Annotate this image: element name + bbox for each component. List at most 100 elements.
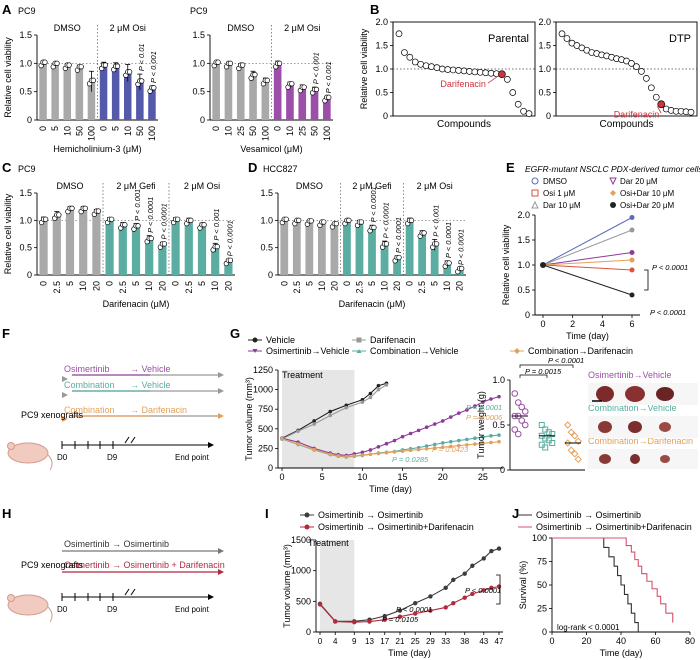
g-tumor-photos: Osimertinib→Vehicle Combination→Vehicle … (588, 370, 698, 469)
e-series-line (542, 264, 633, 296)
b1-compound-point (428, 63, 435, 71)
d-p-value: P < 0.0001 (369, 186, 378, 222)
e-legend-label-5: Osi+Dar 20 μM (620, 201, 675, 210)
h-xenograft-label: PC9 xenografts (21, 560, 84, 570)
g-series-point (489, 440, 493, 445)
b1-y-tick-label: 1.0 (375, 64, 388, 74)
g-series-point (376, 383, 381, 388)
e-y-label: Relative cell viability (501, 224, 511, 305)
j-y-tick-label: 75 (537, 557, 547, 567)
g-legend-vehicle: Vehicle (266, 335, 295, 345)
g-series-point (473, 436, 477, 441)
e-legend-marker-3 (609, 177, 617, 186)
c-x-tick-label: 2.5 (52, 281, 62, 294)
g-series-point (368, 391, 373, 396)
a1-x-tick-label: 0 (38, 126, 48, 131)
g-series-point (352, 454, 357, 458)
b1-compound-point (417, 60, 425, 68)
a2-x-tick-label: 25 (236, 126, 246, 136)
g-series-point (328, 409, 333, 414)
a1-cell-line: PC9 (18, 6, 36, 16)
g-series-point (432, 422, 437, 426)
a1-data-point (102, 62, 109, 68)
a1-x-tick-label: 10 (62, 126, 72, 136)
g-legend-darifenacin: Darifenacin (370, 335, 416, 345)
d-cell-line: HCC827 (263, 164, 298, 174)
b2-y-tick-label: 1.0 (538, 64, 551, 74)
c-y-tick-label: 1.5 (19, 188, 32, 198)
d-x-tick-label: 20 (455, 281, 465, 291)
d-data-point (283, 216, 289, 222)
panel-letter-h: H (2, 506, 11, 521)
g-series-point (344, 454, 349, 459)
a2-data-point (313, 86, 320, 93)
g-series-point (448, 444, 453, 449)
g-x-tick-label: 10 (357, 472, 367, 482)
a1-x-tick-label: 50 (74, 126, 84, 136)
a1-y-label: Relative cell viability (3, 37, 13, 118)
i-treatment-label: Treatment (308, 538, 349, 548)
d-x-tick-label: 0 (405, 281, 415, 286)
d-x-tick-label: 10 (317, 281, 327, 291)
f-arm1-start: Osimertinib (64, 364, 110, 374)
a1-bar (148, 88, 156, 120)
e-legend-label-0: DMSO (543, 177, 567, 186)
g-series-point (497, 439, 501, 444)
d-x-tick-label: 5 (304, 281, 314, 286)
i-series-point (352, 619, 357, 625)
c-group-label: 2 μM Gefi (116, 181, 155, 191)
g-series-point (424, 425, 429, 430)
photo-row-2 (588, 416, 698, 438)
f-schematic (61, 372, 224, 449)
a2-x-tick-label: 50 (310, 126, 320, 136)
d-data-point (371, 224, 377, 231)
g-series-point (392, 450, 397, 454)
i-series-point (470, 563, 475, 568)
i-x-tick-label: 4 (333, 637, 338, 646)
b1-compound-point (503, 75, 511, 83)
g-series-point (368, 448, 373, 452)
a2-x-tick-label: 100 (322, 126, 332, 141)
j-survival-curve (552, 537, 639, 632)
d-bar (355, 223, 364, 275)
i-y-tick-label: 1500 (291, 535, 311, 545)
c-x-tick-label: 0 (105, 281, 115, 286)
i-pvalue-2: P < 0.0001 (396, 605, 432, 614)
i-series-point (470, 591, 475, 597)
a1-bar (136, 82, 144, 120)
gw-point (574, 455, 582, 463)
a2-x-tick-label: 10 (223, 126, 233, 136)
panel-letter-c: C (2, 160, 12, 175)
i-treatment-shade (320, 540, 355, 632)
gw-point (514, 430, 522, 438)
g-series-point (344, 405, 349, 410)
g-legend-osi-vehicle: Osimertinib→Vehicle (266, 346, 350, 356)
g-series-point (465, 408, 469, 412)
g-series-point (392, 438, 397, 443)
g-series-point (384, 450, 389, 455)
c-cell-line: PC9 (18, 164, 36, 174)
d-bar (418, 234, 427, 275)
a2-bar (236, 66, 245, 120)
d-x-tick-label: 20 (329, 281, 339, 291)
b1-y-tick-label: 1.5 (375, 41, 388, 51)
g-series-point (489, 434, 493, 438)
g-series-point (457, 411, 461, 415)
d-data-point (358, 219, 365, 225)
gw-point (571, 432, 579, 440)
d-bar (405, 221, 414, 275)
a1-data-point (66, 62, 72, 68)
c-bar (105, 220, 114, 275)
d-bar (280, 220, 289, 275)
b1-compound-point (395, 30, 403, 38)
g-series-point (481, 400, 485, 404)
g-series-point (497, 394, 501, 399)
c-x-tick-label: 2.5 (184, 281, 194, 294)
a2-bar (323, 98, 331, 120)
i-x-tick-label: 43 (479, 637, 488, 646)
i-x-tick-label: 38 (460, 637, 469, 646)
g-series-point (497, 433, 501, 437)
d-bar (368, 228, 376, 275)
c-y-tick-label: 1.0 (19, 215, 32, 225)
a2-data-point (326, 94, 332, 100)
